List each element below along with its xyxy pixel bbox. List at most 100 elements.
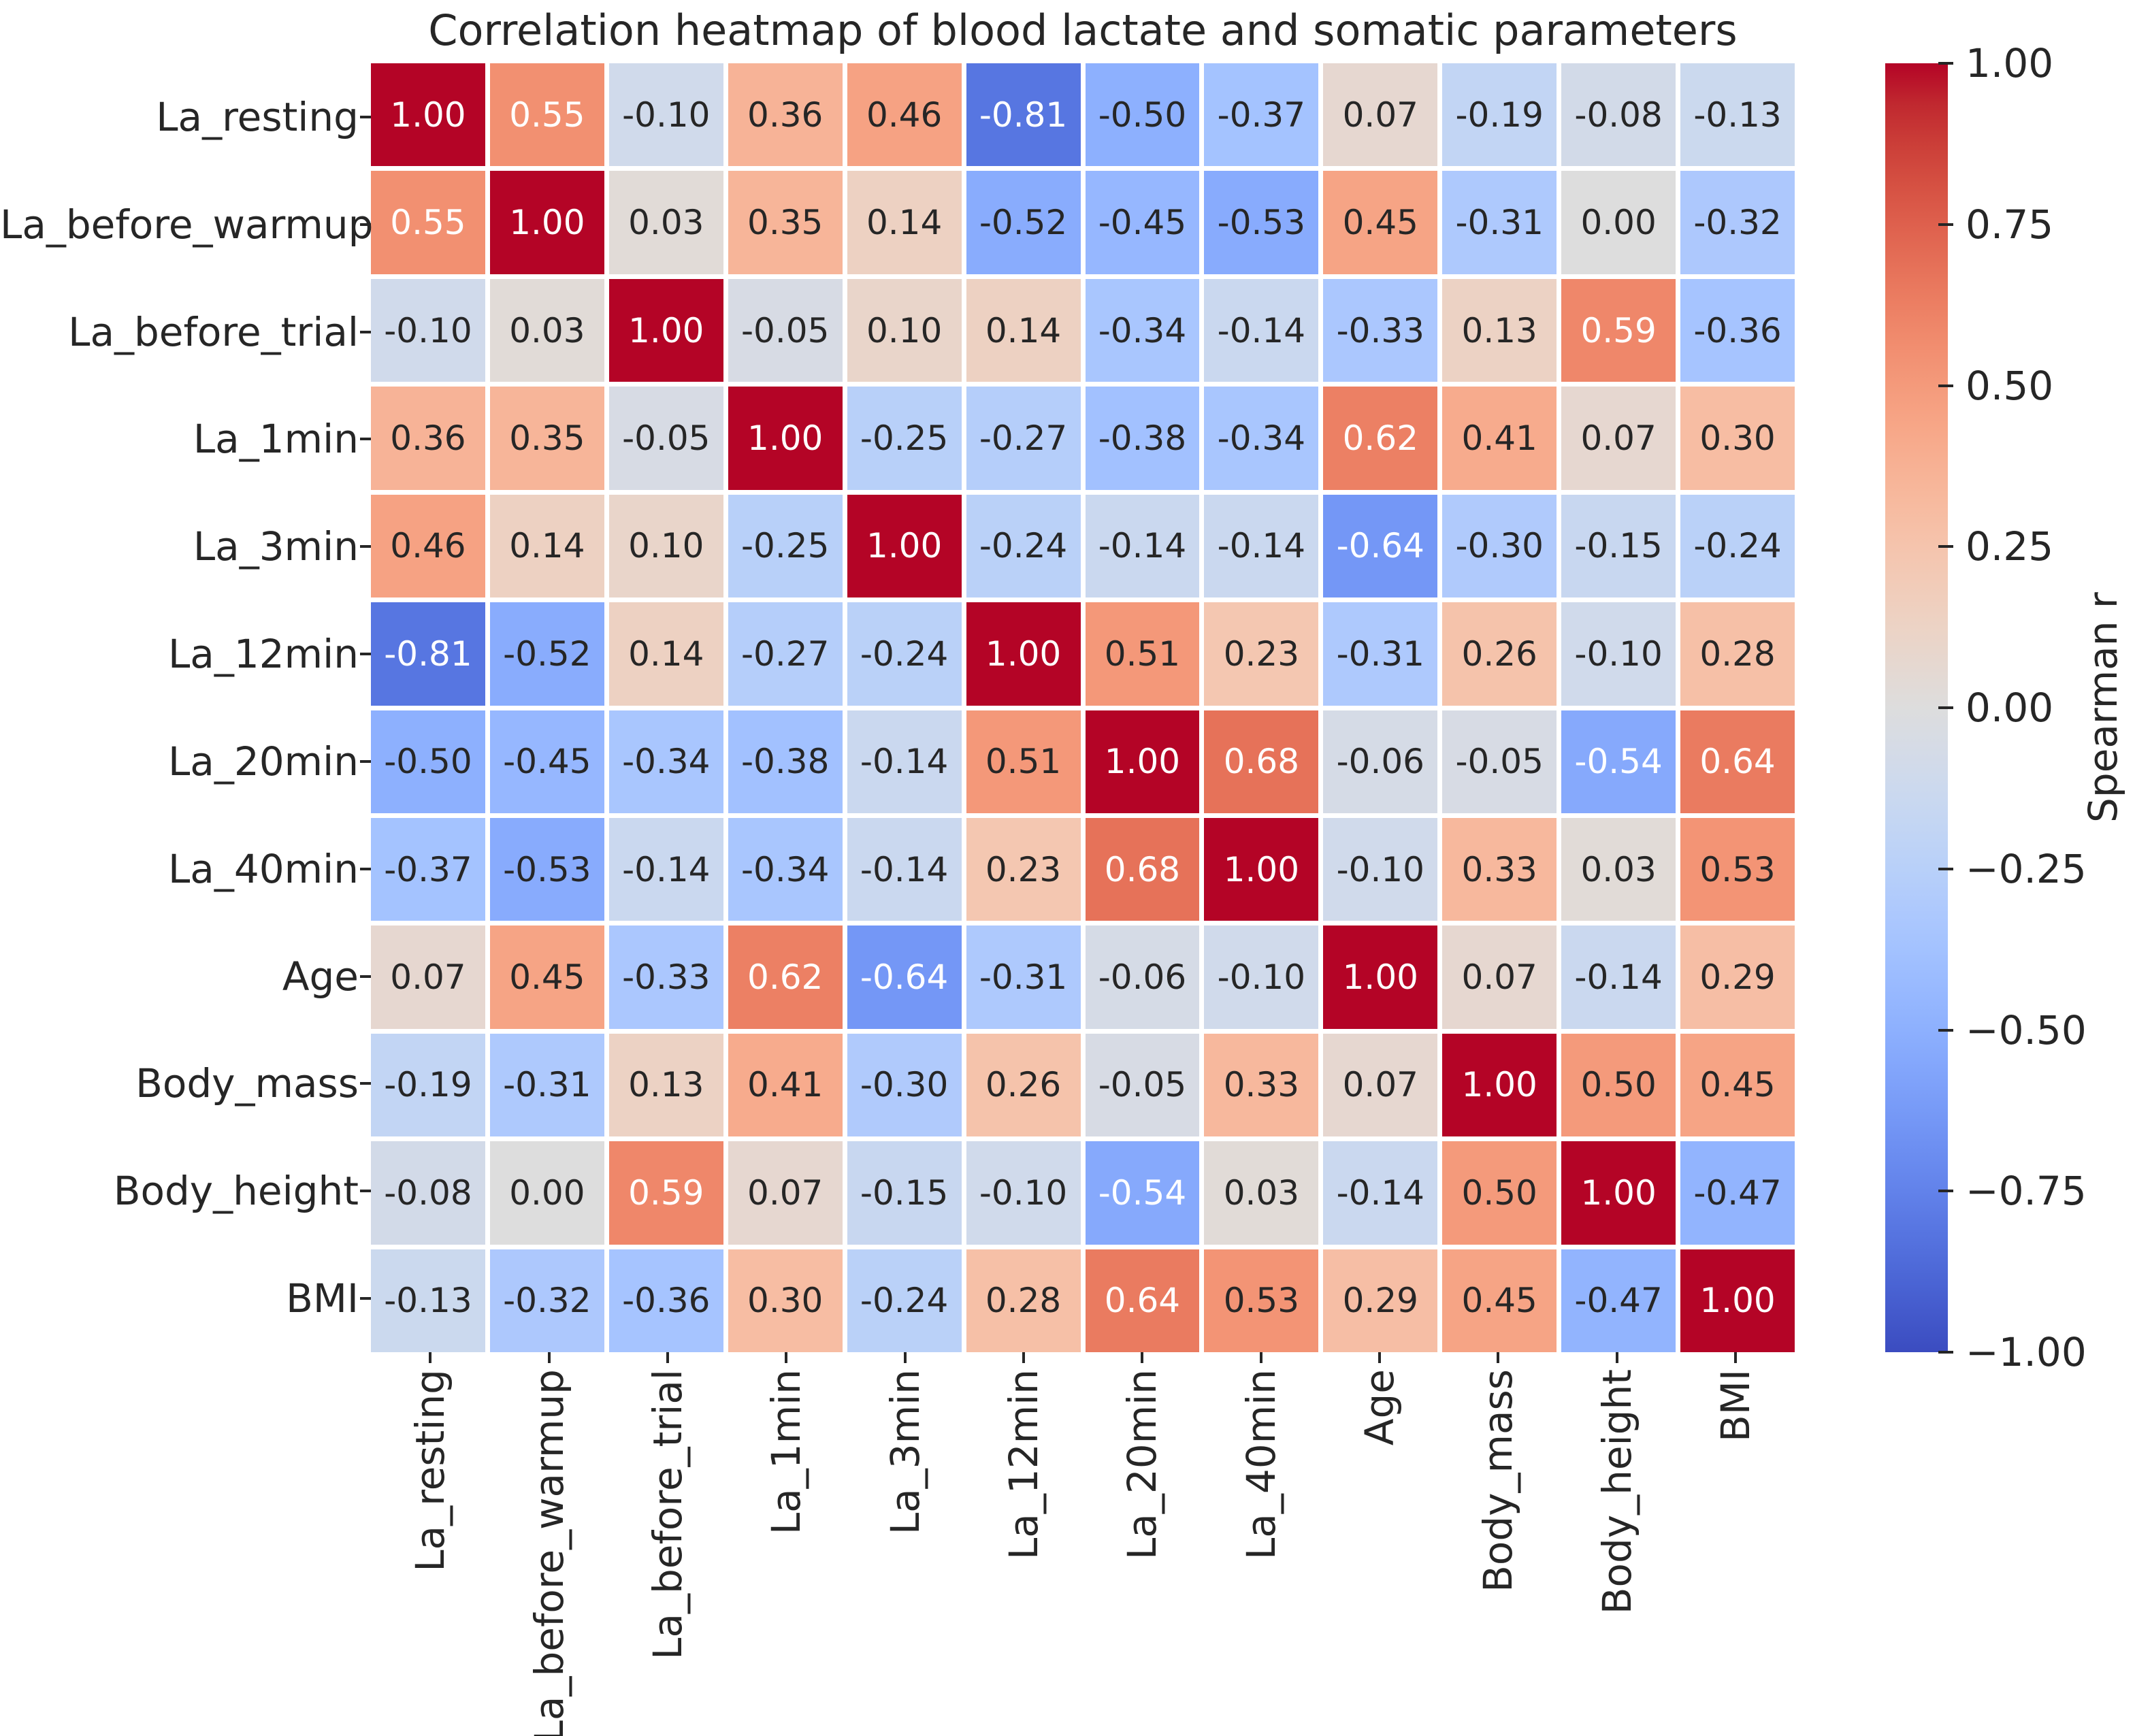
heatmap-cell: -0.30 xyxy=(1442,494,1557,598)
heatmap-cell: -0.08 xyxy=(1561,63,1676,167)
heatmap-cell: 0.03 xyxy=(1204,1141,1319,1245)
heatmap-cell: -0.38 xyxy=(728,710,843,813)
heatmap-cell: -0.34 xyxy=(1085,278,1200,382)
heatmap-cell: 0.51 xyxy=(966,710,1081,813)
heatmap-cell: 0.28 xyxy=(1680,602,1795,706)
colorbar-tick-mark xyxy=(1938,868,1953,870)
heatmap-cell: -0.24 xyxy=(966,494,1081,598)
y-tick-label: La_40min xyxy=(167,845,359,892)
colorbar-tick-mark xyxy=(1938,545,1953,548)
heatmap-cell: -0.15 xyxy=(1561,494,1676,598)
heatmap-cell: 0.62 xyxy=(728,926,843,1029)
chart-title: Correlation heatmap of blood lactate and… xyxy=(428,5,1738,55)
heatmap-cell: 0.14 xyxy=(489,494,604,598)
colorbar-tick-mark xyxy=(1938,1190,1953,1192)
heatmap-cell: 0.03 xyxy=(1561,817,1676,921)
y-tick-mark xyxy=(360,330,371,333)
heatmap-cell: -0.24 xyxy=(847,1249,962,1352)
heatmap-cell: 1.00 xyxy=(728,387,843,490)
heatmap-cell: 0.07 xyxy=(1323,63,1438,167)
heatmap-cell: 1.00 xyxy=(1204,817,1319,921)
y-tick-mark xyxy=(360,1190,371,1193)
heatmap-cell: -0.08 xyxy=(371,1141,485,1245)
x-tick-mark xyxy=(1141,1352,1144,1363)
x-tick-mark xyxy=(1378,1352,1381,1363)
heatmap-cell: -0.34 xyxy=(608,710,723,813)
heatmap-cell: -0.31 xyxy=(1323,602,1438,706)
heatmap-cell: 1.00 xyxy=(1442,1033,1557,1137)
heatmap-cell: 1.00 xyxy=(1085,710,1200,813)
x-tick-label: Body_mass xyxy=(1475,1369,1522,1592)
heatmap-cell: -0.24 xyxy=(1680,494,1795,598)
heatmap-cell: 1.00 xyxy=(847,494,962,598)
y-tick-label: La_3min xyxy=(193,523,359,570)
heatmap-cell: -0.19 xyxy=(371,1033,485,1137)
heatmap-cell: -0.32 xyxy=(1680,171,1795,274)
x-tick-label: La_resting xyxy=(407,1369,454,1572)
colorbar-axis-label: Spearman r xyxy=(2080,592,2126,823)
heatmap-cell: 0.07 xyxy=(728,1141,843,1245)
heatmap-cell: -0.05 xyxy=(728,278,843,382)
heatmap-cell: -0.05 xyxy=(1085,1033,1200,1137)
colorbar-tick-label: 0.25 xyxy=(1966,523,2054,570)
heatmap-cell: 0.13 xyxy=(608,1033,723,1137)
colorbar-tick-label: −0.25 xyxy=(1966,846,2087,892)
heatmap-cell: 0.00 xyxy=(1561,171,1676,274)
y-tick-mark xyxy=(360,975,371,978)
heatmap-cell: 0.45 xyxy=(489,926,604,1029)
heatmap-cell: -0.25 xyxy=(847,387,962,490)
heatmap-cell: 0.51 xyxy=(1085,602,1200,706)
heatmap-cell: -0.50 xyxy=(1085,63,1200,167)
heatmap-cell: 0.00 xyxy=(489,1141,604,1245)
heatmap-cell: -0.27 xyxy=(728,602,843,706)
heatmap-cell: 0.53 xyxy=(1204,1249,1319,1352)
heatmap-cell: 0.45 xyxy=(1442,1249,1557,1352)
heatmap-cell: -0.13 xyxy=(371,1249,485,1352)
heatmap-cell: 0.10 xyxy=(847,278,962,382)
y-tick-label: La_before_trial xyxy=(68,308,359,355)
heatmap-cell: 0.53 xyxy=(1680,817,1795,921)
heatmap-cell: 0.07 xyxy=(1561,387,1676,490)
x-tick-mark xyxy=(547,1352,551,1363)
heatmap-cell: 0.45 xyxy=(1680,1033,1795,1137)
heatmap-cell: 0.23 xyxy=(966,817,1081,921)
heatmap-cell: -0.37 xyxy=(1204,63,1319,167)
heatmap-cell: -0.10 xyxy=(1204,926,1319,1029)
heatmap-cell: 0.35 xyxy=(489,387,604,490)
y-tick-mark xyxy=(360,759,371,763)
heatmap-cell: 0.13 xyxy=(1442,278,1557,382)
heatmap-cell: -0.34 xyxy=(728,817,843,921)
heatmap-cell: 0.68 xyxy=(1085,817,1200,921)
heatmap-cell: -0.10 xyxy=(966,1141,1081,1245)
x-tick-label: La_before_trial xyxy=(644,1369,691,1660)
heatmap-cell: 0.68 xyxy=(1204,710,1319,813)
heatmap-cell: -0.30 xyxy=(847,1033,962,1137)
heatmap-cell: -0.10 xyxy=(1323,817,1438,921)
heatmap-cell: -0.05 xyxy=(608,387,723,490)
colorbar-tick-label: 0.00 xyxy=(1966,685,2054,731)
colorbar-tick-mark xyxy=(1938,1351,1953,1354)
x-tick-label: La_1min xyxy=(763,1369,810,1535)
heatmap-cell: 1.00 xyxy=(1323,926,1438,1029)
x-tick-mark xyxy=(429,1352,432,1363)
x-tick-label: Age xyxy=(1356,1369,1403,1446)
heatmap-cell: -0.10 xyxy=(371,278,485,382)
x-tick-mark xyxy=(1022,1352,1025,1363)
heatmap-cell: 1.00 xyxy=(966,602,1081,706)
heatmap-cell: -0.19 xyxy=(1442,63,1557,167)
colorbar-tick-mark xyxy=(1938,1029,1953,1032)
heatmap-cell: 0.46 xyxy=(847,63,962,167)
heatmap-cell: -0.33 xyxy=(608,926,723,1029)
x-tick-mark xyxy=(1497,1352,1500,1363)
heatmap-cell: -0.34 xyxy=(1204,387,1319,490)
heatmap-cell: 0.14 xyxy=(608,602,723,706)
colorbar-tick-mark xyxy=(1938,384,1953,387)
heatmap-cell: 0.41 xyxy=(1442,387,1557,490)
x-tick-mark xyxy=(666,1352,669,1363)
x-tick-label: La_12min xyxy=(1000,1369,1047,1560)
y-tick-label: Body_height xyxy=(113,1168,359,1215)
heatmap-cell: 0.41 xyxy=(728,1033,843,1137)
y-tick-label: Age xyxy=(282,953,359,1000)
heatmap-cell: -0.14 xyxy=(608,817,723,921)
